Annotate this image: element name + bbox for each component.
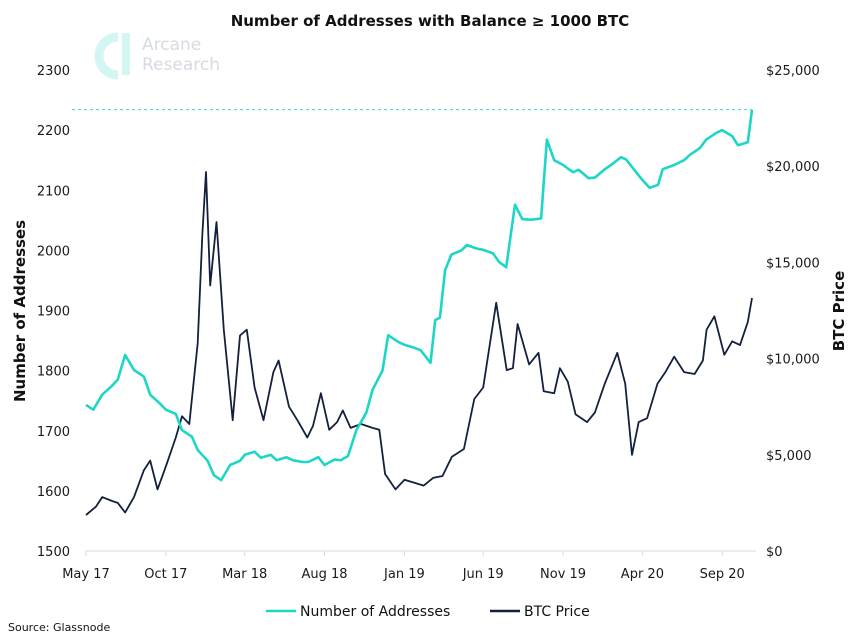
logo-text-line2: Research: [142, 55, 220, 75]
x-tick-label: Sep 20: [700, 567, 745, 582]
x-tick-label: May 17: [62, 567, 110, 582]
y-left-tick-label: 2000: [37, 244, 70, 259]
logo: Arcane Research: [94, 32, 220, 80]
series-line-btc-price: [85, 171, 753, 516]
y-left-tick-label: 1500: [37, 545, 70, 560]
logo-bar: [122, 33, 130, 75]
y-right-tick-label: $15,000: [766, 256, 820, 271]
y-left-tick-label: 2300: [37, 64, 70, 79]
x-tick-label: Jun 19: [462, 567, 504, 582]
y-right-tick-label: $20,000: [766, 160, 820, 175]
x-tick-label: Jan 19: [383, 567, 425, 582]
x-tick-label: Nov 19: [540, 567, 586, 582]
y-right-tick-label: $0: [766, 545, 783, 560]
y-left-tick-label: 2200: [37, 124, 70, 139]
y-left-tick-label: 2100: [37, 184, 70, 199]
y-left-tick-label: 1600: [37, 485, 70, 500]
x-tick-label: Oct 17: [144, 567, 187, 582]
chart-title: Number of Addresses with Balance ≥ 1000 …: [231, 12, 630, 30]
logo-mark: [94, 32, 119, 80]
x-tick-label: Mar 18: [222, 567, 267, 582]
y-left-tick-label: 1800: [37, 365, 70, 380]
y-axis-left-label: Number of Addresses: [11, 220, 29, 402]
y-right-tick-label: $10,000: [766, 353, 820, 368]
legend: Number of Addresses BTC Price: [266, 604, 590, 620]
y-left-tick-label: 1900: [37, 305, 70, 320]
legend-label-addresses: Number of Addresses: [300, 604, 450, 620]
x-tick-label: Aug 18: [301, 567, 347, 582]
y-right-tick-label: $5,000: [766, 449, 812, 464]
x-tick-label: Apr 20: [621, 567, 664, 582]
series-line-number-of-addresses: [85, 109, 754, 482]
logo-text-line1: Arcane: [142, 35, 201, 55]
y-right-tick-label: $25,000: [766, 64, 820, 79]
legend-label-btc-price: BTC Price: [524, 604, 590, 620]
y-left-tick-label: 1700: [37, 425, 70, 440]
y-axis-right-label: BTC Price: [830, 271, 848, 352]
source-note: Source: Glassnode: [8, 621, 110, 634]
